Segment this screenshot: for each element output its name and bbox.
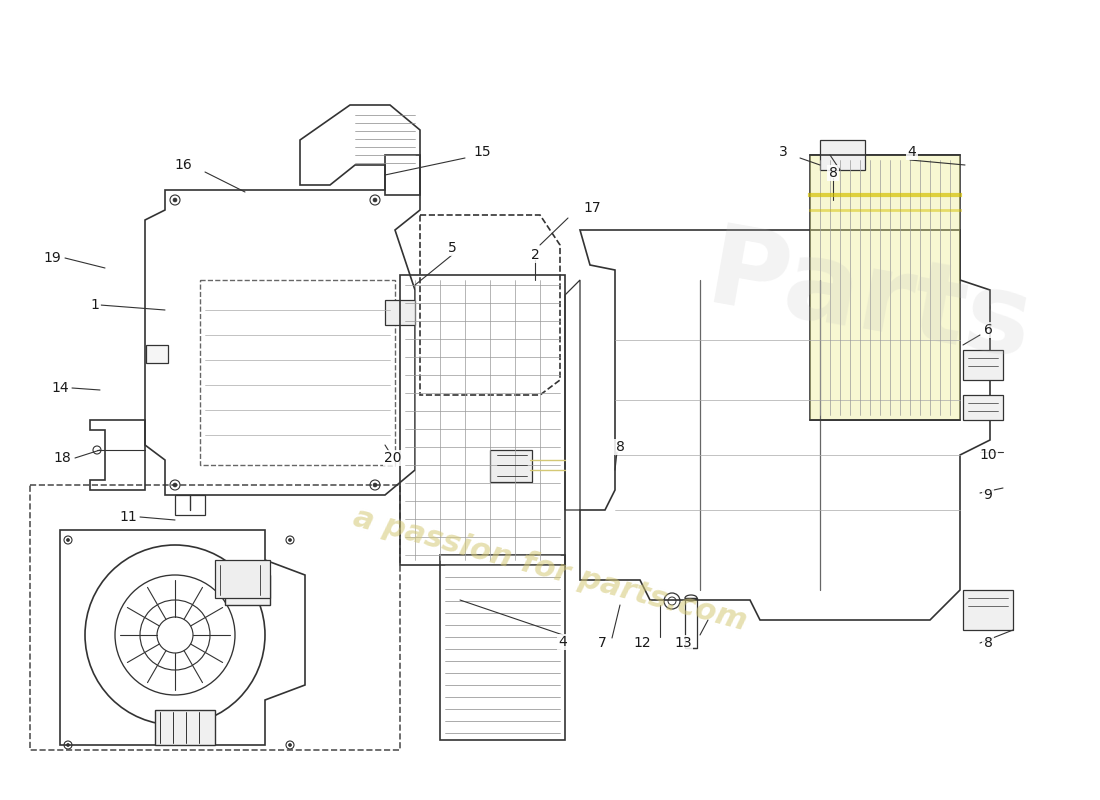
Text: 5: 5 bbox=[448, 241, 456, 255]
FancyBboxPatch shape bbox=[155, 710, 214, 745]
FancyBboxPatch shape bbox=[820, 140, 865, 170]
FancyBboxPatch shape bbox=[490, 450, 532, 482]
FancyBboxPatch shape bbox=[810, 155, 960, 420]
Text: 8: 8 bbox=[828, 166, 837, 180]
Text: 8: 8 bbox=[983, 636, 992, 650]
Text: 7: 7 bbox=[597, 636, 606, 650]
Text: 6: 6 bbox=[983, 323, 992, 337]
Text: 16: 16 bbox=[174, 158, 191, 172]
Text: 4: 4 bbox=[908, 145, 916, 159]
FancyBboxPatch shape bbox=[146, 345, 168, 363]
Text: 1: 1 bbox=[90, 298, 99, 312]
FancyBboxPatch shape bbox=[962, 590, 1013, 630]
FancyBboxPatch shape bbox=[226, 575, 270, 605]
Text: 4: 4 bbox=[559, 635, 568, 649]
Circle shape bbox=[66, 538, 69, 542]
Text: 17: 17 bbox=[583, 201, 601, 215]
Circle shape bbox=[173, 198, 177, 202]
Text: 3: 3 bbox=[779, 145, 788, 159]
Text: 8: 8 bbox=[616, 440, 625, 454]
Circle shape bbox=[66, 743, 69, 746]
Text: 14: 14 bbox=[52, 381, 69, 395]
Text: 18: 18 bbox=[53, 451, 70, 465]
Text: 9: 9 bbox=[983, 488, 992, 502]
Text: 20: 20 bbox=[384, 451, 402, 465]
FancyBboxPatch shape bbox=[962, 350, 1003, 380]
Text: 15: 15 bbox=[473, 145, 491, 159]
FancyBboxPatch shape bbox=[214, 560, 270, 598]
Circle shape bbox=[373, 483, 377, 487]
Text: 12: 12 bbox=[634, 636, 651, 650]
Text: 13: 13 bbox=[674, 636, 692, 650]
Circle shape bbox=[173, 483, 177, 487]
Circle shape bbox=[288, 743, 292, 746]
FancyBboxPatch shape bbox=[962, 395, 1003, 420]
Text: 11: 11 bbox=[119, 510, 136, 524]
Text: a passion for parts.com: a passion for parts.com bbox=[350, 503, 750, 637]
Text: 10: 10 bbox=[979, 448, 997, 462]
Text: 19: 19 bbox=[43, 251, 60, 265]
Text: Parts: Parts bbox=[700, 219, 1041, 381]
Circle shape bbox=[288, 538, 292, 542]
Text: 2: 2 bbox=[530, 248, 539, 262]
FancyBboxPatch shape bbox=[385, 300, 415, 325]
Circle shape bbox=[373, 198, 377, 202]
